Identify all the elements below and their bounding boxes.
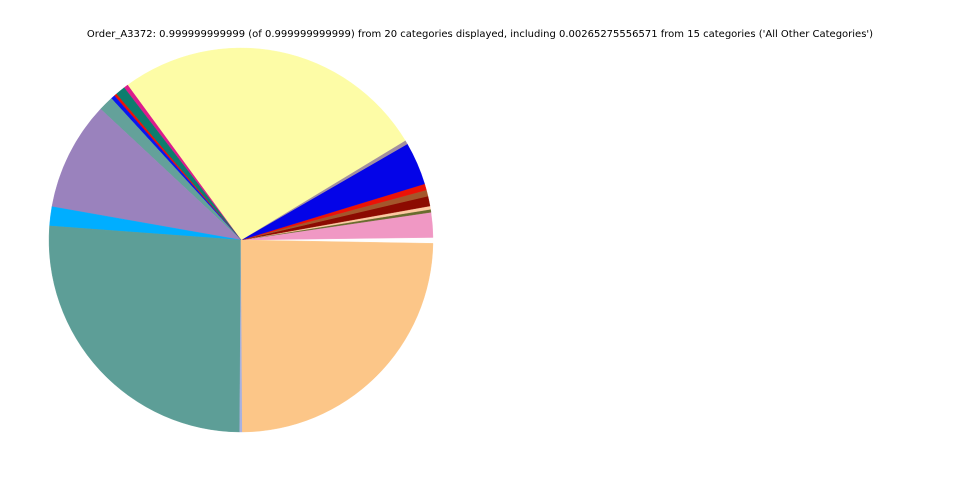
pie-slice-20 (240, 239, 434, 433)
pie-slice-16 (51, 108, 242, 241)
chart-title: Order_A3372: 0.999999999999 (of 0.999999… (86, 29, 874, 40)
pie-slice-10 (127, 47, 406, 241)
pie-slice-18 (48, 225, 242, 433)
